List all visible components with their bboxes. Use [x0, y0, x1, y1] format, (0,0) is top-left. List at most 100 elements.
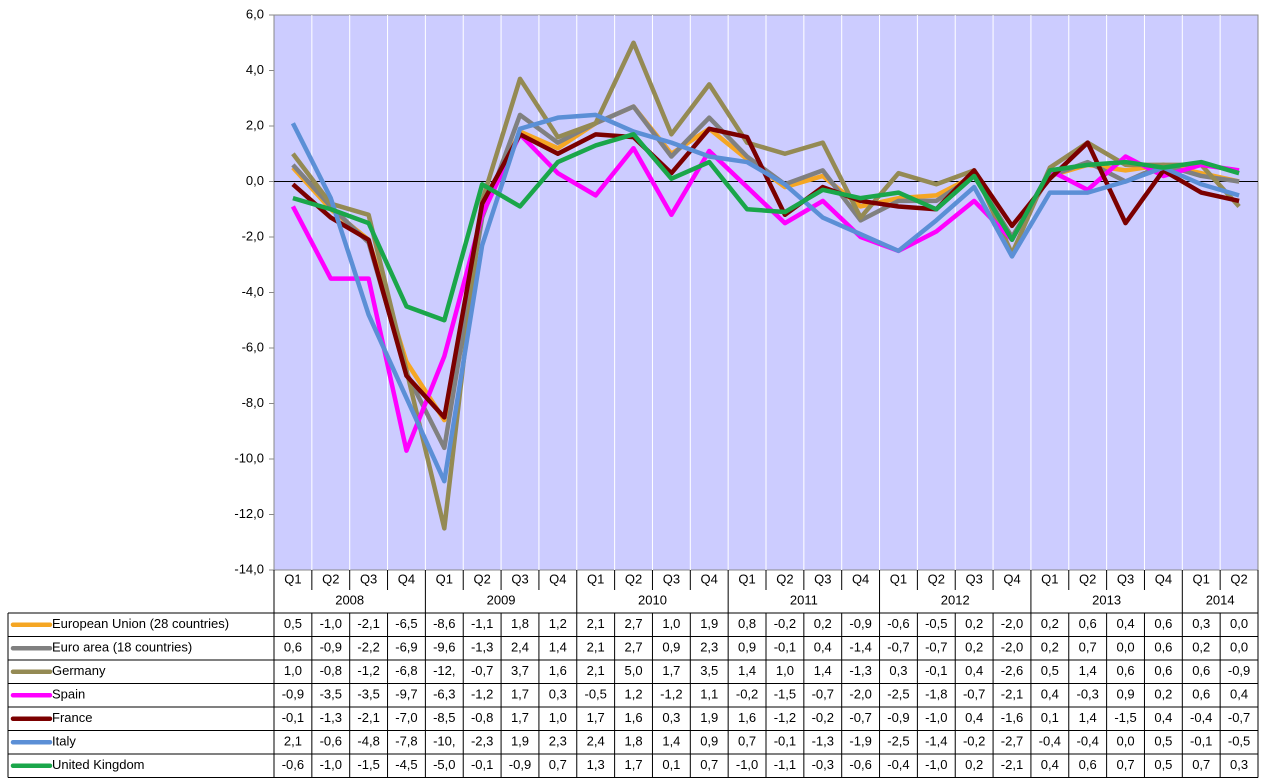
data-label: 1,7: [587, 710, 605, 725]
data-label: -0,4: [1076, 734, 1098, 749]
data-label: 2,1: [587, 640, 605, 655]
year-label: 2012: [941, 592, 970, 607]
data-label: -2,2: [357, 640, 379, 655]
data-label: -10,: [433, 734, 455, 749]
data-label: 2,3: [700, 640, 718, 655]
data-label: -1,8: [925, 687, 947, 702]
data-label: 0,4: [965, 710, 983, 725]
data-label: 1,4: [1079, 710, 1097, 725]
data-label: 0,6: [1154, 663, 1172, 678]
data-label: 1,3: [587, 757, 605, 772]
data-label: -1,2: [660, 687, 682, 702]
data-label: 0,2: [1192, 640, 1210, 655]
series-line: [292, 132, 1240, 323]
data-label: 0,9: [662, 640, 680, 655]
data-label: -1,5: [774, 687, 796, 702]
x-tick-label: Q4: [701, 571, 718, 586]
data-label: 0,8: [738, 616, 756, 631]
data-label: -0,7: [471, 663, 493, 678]
data-label: 1,8: [624, 734, 642, 749]
data-label: 1,1: [700, 687, 718, 702]
data-label: 0,5: [1154, 757, 1172, 772]
data-label: 1,6: [738, 710, 756, 725]
data-label: 0,0: [1230, 616, 1248, 631]
data-label: -0,5: [1228, 734, 1250, 749]
data-label: -0,1: [282, 710, 304, 725]
data-label: 0,4: [1041, 757, 1059, 772]
legend-label: France: [52, 710, 92, 725]
data-label: 0,2: [1041, 640, 1059, 655]
data-label: 3,5: [700, 663, 718, 678]
data-label: -2,1: [1001, 687, 1023, 702]
x-tick-label: Q1: [284, 571, 301, 586]
year-label: 2014: [1206, 592, 1235, 607]
data-label: -0,7: [963, 687, 985, 702]
data-label: -2,7: [1001, 734, 1023, 749]
data-label: -0,9: [282, 687, 304, 702]
data-label: -0,4: [1190, 710, 1212, 725]
x-tick-label: Q2: [928, 571, 945, 586]
data-label: 0,9: [700, 734, 718, 749]
data-label: -0,6: [320, 734, 342, 749]
data-label: -0,6: [849, 757, 871, 772]
y-tick-label: -6,0: [242, 339, 264, 354]
data-label: 0,5: [1041, 663, 1059, 678]
data-label: 0,2: [965, 757, 983, 772]
data-label: 2,4: [511, 640, 529, 655]
data-label: -0,8: [471, 710, 493, 725]
data-label: -6,5: [395, 616, 417, 631]
data-label: -4,8: [357, 734, 379, 749]
y-tick-label: -14,0: [234, 561, 264, 576]
data-label: 1,6: [549, 663, 567, 678]
data-label: 0,4: [965, 663, 983, 678]
data-label: 0,5: [1154, 734, 1172, 749]
data-label: -0,2: [812, 710, 834, 725]
y-tick-label: -4,0: [242, 284, 264, 299]
x-tick-label: Q3: [360, 571, 377, 586]
y-tick-label: -12,0: [234, 506, 264, 521]
data-label: 1,0: [662, 616, 680, 631]
x-tick-label: Q1: [436, 571, 453, 586]
data-label: -6,9: [395, 640, 417, 655]
x-tick-label: Q3: [511, 571, 528, 586]
data-label: 0,0: [1230, 640, 1248, 655]
data-label: 0,7: [738, 734, 756, 749]
data-label: -2,0: [1001, 640, 1023, 655]
data-label: 1,4: [814, 663, 832, 678]
x-tick-label: Q2: [1079, 571, 1096, 586]
data-label: -2,1: [357, 710, 379, 725]
data-label: 0,3: [549, 687, 567, 702]
data-label: 2,7: [624, 616, 642, 631]
data-label: -7,0: [395, 710, 417, 725]
data-label: 0,4: [1230, 687, 1248, 702]
data-label: -1,5: [1114, 710, 1136, 725]
data-label: -6,3: [433, 687, 455, 702]
data-label: 0,2: [1041, 616, 1059, 631]
data-label: 0,6: [1154, 640, 1172, 655]
data-label: -0,4: [887, 757, 909, 772]
data-label: -0,5: [925, 616, 947, 631]
x-tick-label: Q1: [1041, 571, 1058, 586]
data-label: -0,7: [887, 640, 909, 655]
data-label: -1,0: [320, 616, 342, 631]
data-label: -0,8: [320, 663, 342, 678]
data-label: 0,1: [1041, 710, 1059, 725]
data-label: 1,7: [662, 663, 680, 678]
data-label: -1,2: [357, 663, 379, 678]
y-tick-label: 0,0: [246, 173, 264, 188]
series-line: [290, 112, 1240, 484]
x-tick-label: Q4: [1155, 571, 1172, 586]
data-label: -0,1: [774, 640, 796, 655]
data-label: -1,4: [925, 734, 947, 749]
data-label: -0,2: [963, 734, 985, 749]
data-label: -2,1: [1001, 757, 1023, 772]
y-tick-label: -8,0: [242, 395, 264, 410]
data-label: 0,5: [284, 616, 302, 631]
series-line: [290, 132, 1240, 453]
data-label: 0,2: [965, 640, 983, 655]
data-label: -8,5: [433, 710, 455, 725]
legend-label: United Kingdom: [52, 757, 145, 772]
data-label: -1,0: [320, 757, 342, 772]
x-tick-label: Q1: [738, 571, 755, 586]
